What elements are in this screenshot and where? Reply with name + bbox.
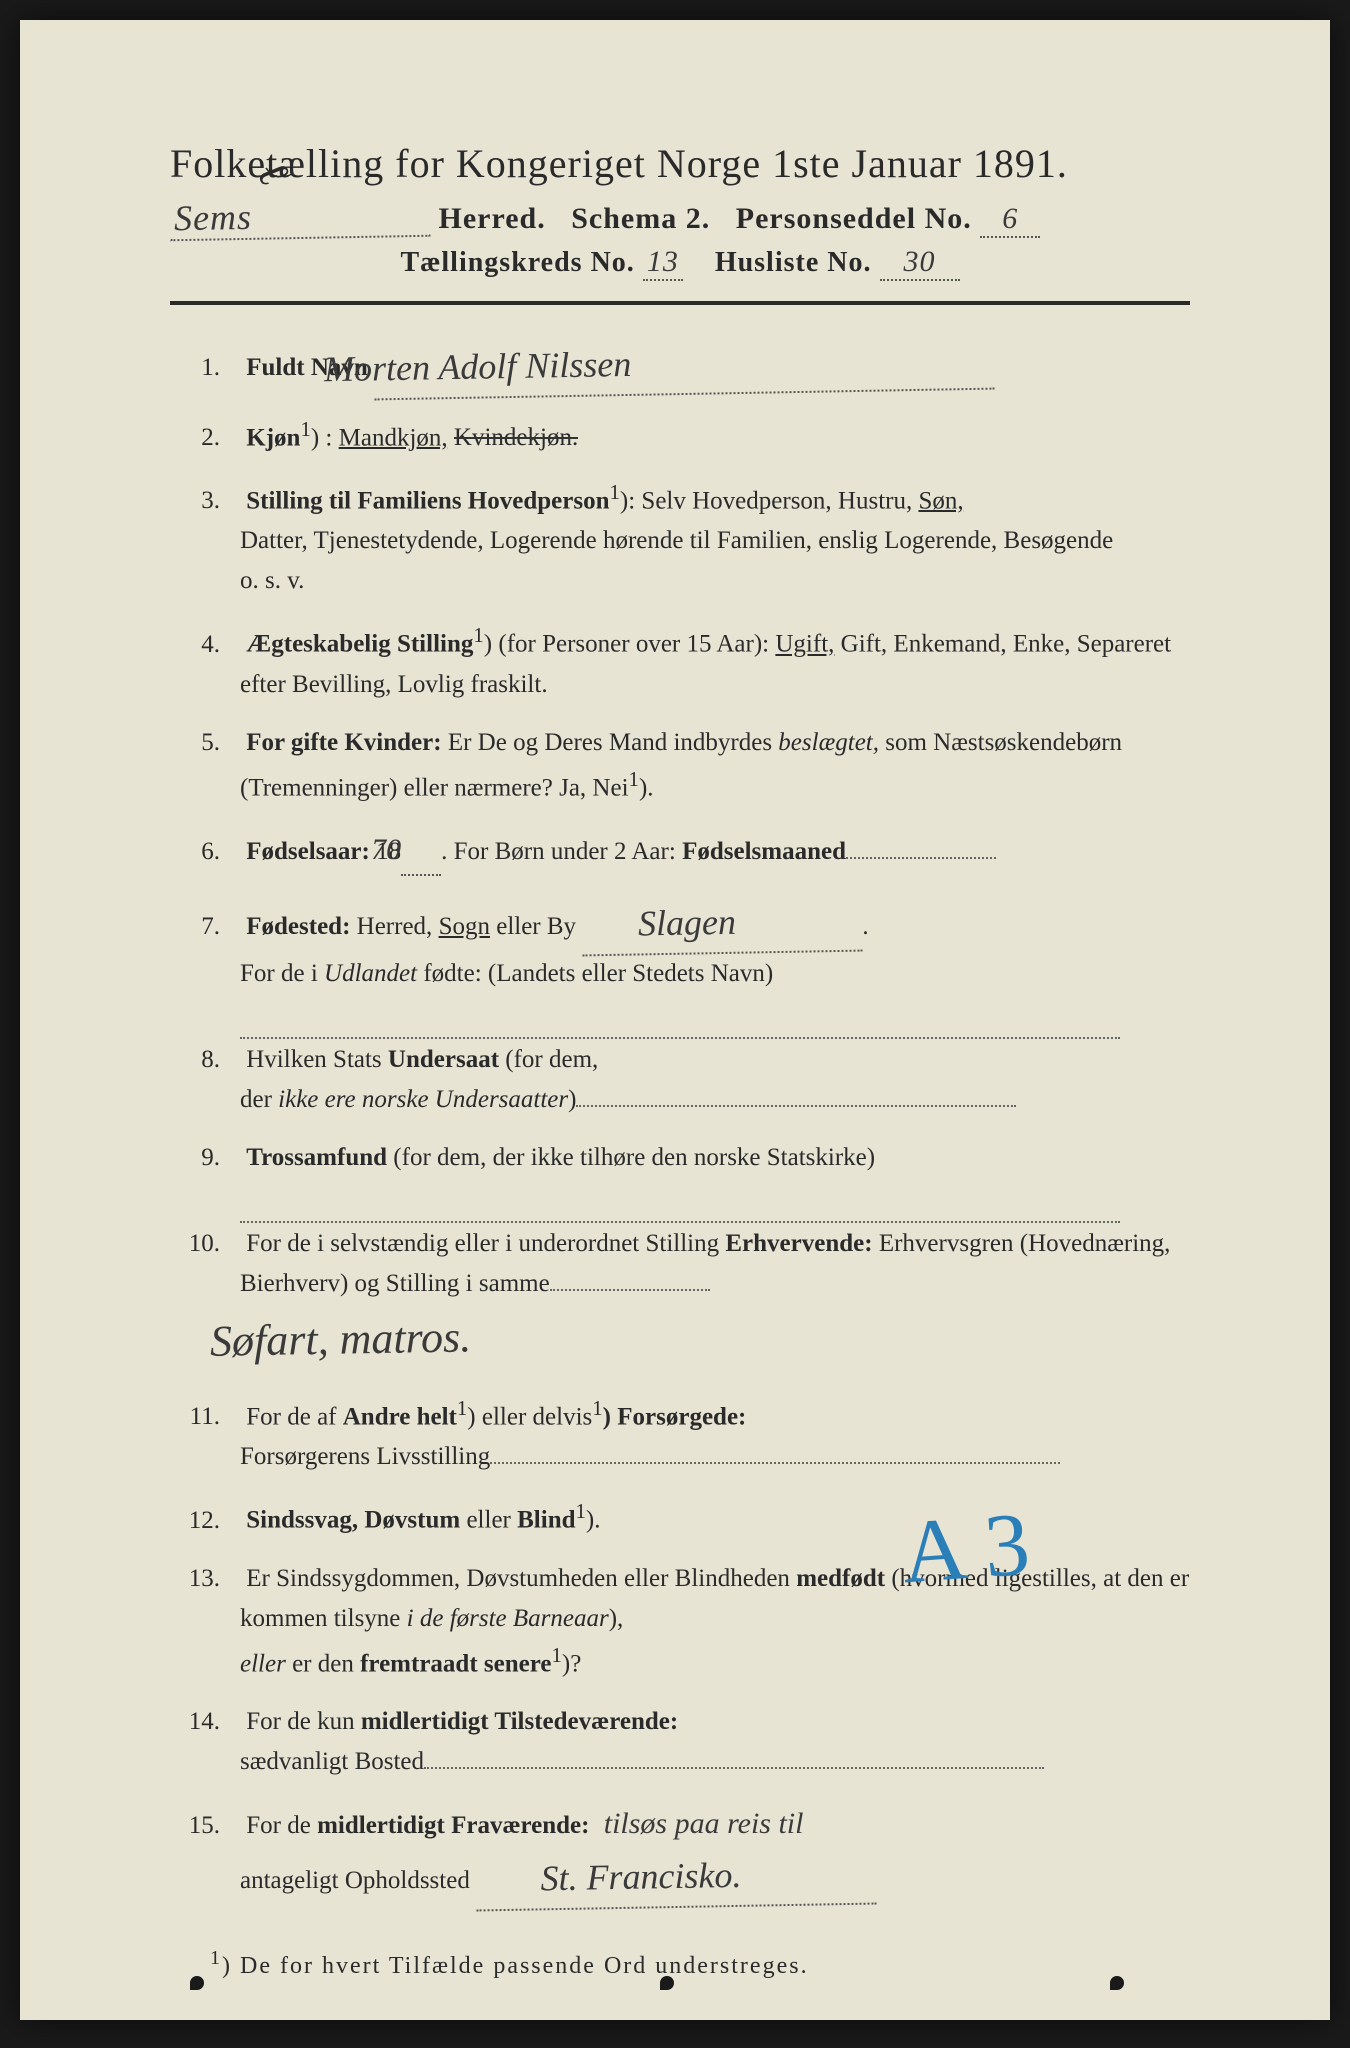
herred-value: Sems: [170, 193, 431, 242]
field-12-disability: 12. Sindssvag, Døvstum eller Blind1).: [170, 1495, 1190, 1540]
main-title: Folketælling for Kongeriget Norge 1ste J…: [170, 140, 1190, 187]
ink-blot-icon: [1110, 1976, 1124, 1990]
full-name-value: Morten Adolf Nilssen: [374, 330, 995, 400]
field-15-temp-absent: 15. For de midlertidigt Fraværende: tils…: [170, 1800, 1190, 1908]
mandkjon-option: Mandkjøn,: [339, 424, 448, 451]
field-10-occupation: 10. For de i selvstændig eller i underor…: [170, 1224, 1190, 1374]
field-7-birthplace: 7. Fødested: Herred, Sogn eller By Slage…: [170, 894, 1190, 994]
kreds-line: Tællingskreds No. 13 Husliste No. 30: [170, 245, 1190, 281]
personseddel-no: 6: [980, 202, 1040, 238]
occupation-value: Søfart, matros.: [279, 1302, 471, 1376]
kvindekjon-option: Kvindekjøn.: [454, 424, 578, 451]
field-4-marital: 4. Ægteskabelig Stilling1) (for Personer…: [170, 619, 1190, 704]
ink-blot-icon: [660, 1976, 674, 1990]
son-option: Søn,: [918, 487, 963, 514]
blue-mark-annotation: A 3: [899, 1493, 1033, 1605]
divider: [170, 301, 1190, 305]
census-form-page: ℓ Folketælling for Kongeriget Norge 1ste…: [20, 20, 1330, 2020]
field-6-birthyear: 6. Fødselsaar: 1870. For Børn under 2 Aa…: [170, 826, 1190, 876]
field-8-citizenship: 8. Hvilken Stats Undersaat (for dem, der…: [170, 1040, 1190, 1120]
taellingskreds-no: 13: [643, 245, 683, 281]
birthyear-value: 70: [401, 826, 441, 876]
field-14-temp-present: 14. For de kun midlertidigt Tilstedevære…: [170, 1702, 1190, 1782]
herred-line: Sems Herred. Schema 2. Personseddel No. …: [170, 195, 1190, 239]
field-11-supported: 11. For de af Andre helt1) eller delvis1…: [170, 1392, 1190, 1477]
field-5-wives: 5. For gifte Kvinder: Er De og Deres Man…: [170, 723, 1190, 808]
absent-value-2: St. Francisko.: [476, 1844, 877, 1911]
field-1-name: 1. Fuldt Navn Morten Adolf Nilssen: [170, 335, 1190, 395]
birthplace-value: Slagen: [582, 891, 863, 955]
field-3-relation: 3. Stilling til Familiens Hovedperson1):…: [170, 476, 1190, 601]
absent-value-1: tilsøs paa reis til: [604, 1807, 804, 1840]
sogn-option: Sogn: [439, 913, 490, 940]
ugift-option: Ugift,: [775, 631, 834, 658]
husliste-no: 30: [880, 245, 960, 281]
ink-blot-icon: [190, 1976, 204, 1990]
footnote: 1) De for hvert Tilfælde passende Ord un…: [170, 1947, 1190, 1980]
field-9-religion: 9. Trossamfund (for dem, der ikke tilhør…: [170, 1138, 1190, 1178]
field-13-congenital: 13. Er Sindssygdommen, Døvstumheden elle…: [170, 1559, 1190, 1684]
field-2-sex: 2. Kjøn1) : Mandkjøn, Kvindekjøn.: [170, 413, 1190, 458]
